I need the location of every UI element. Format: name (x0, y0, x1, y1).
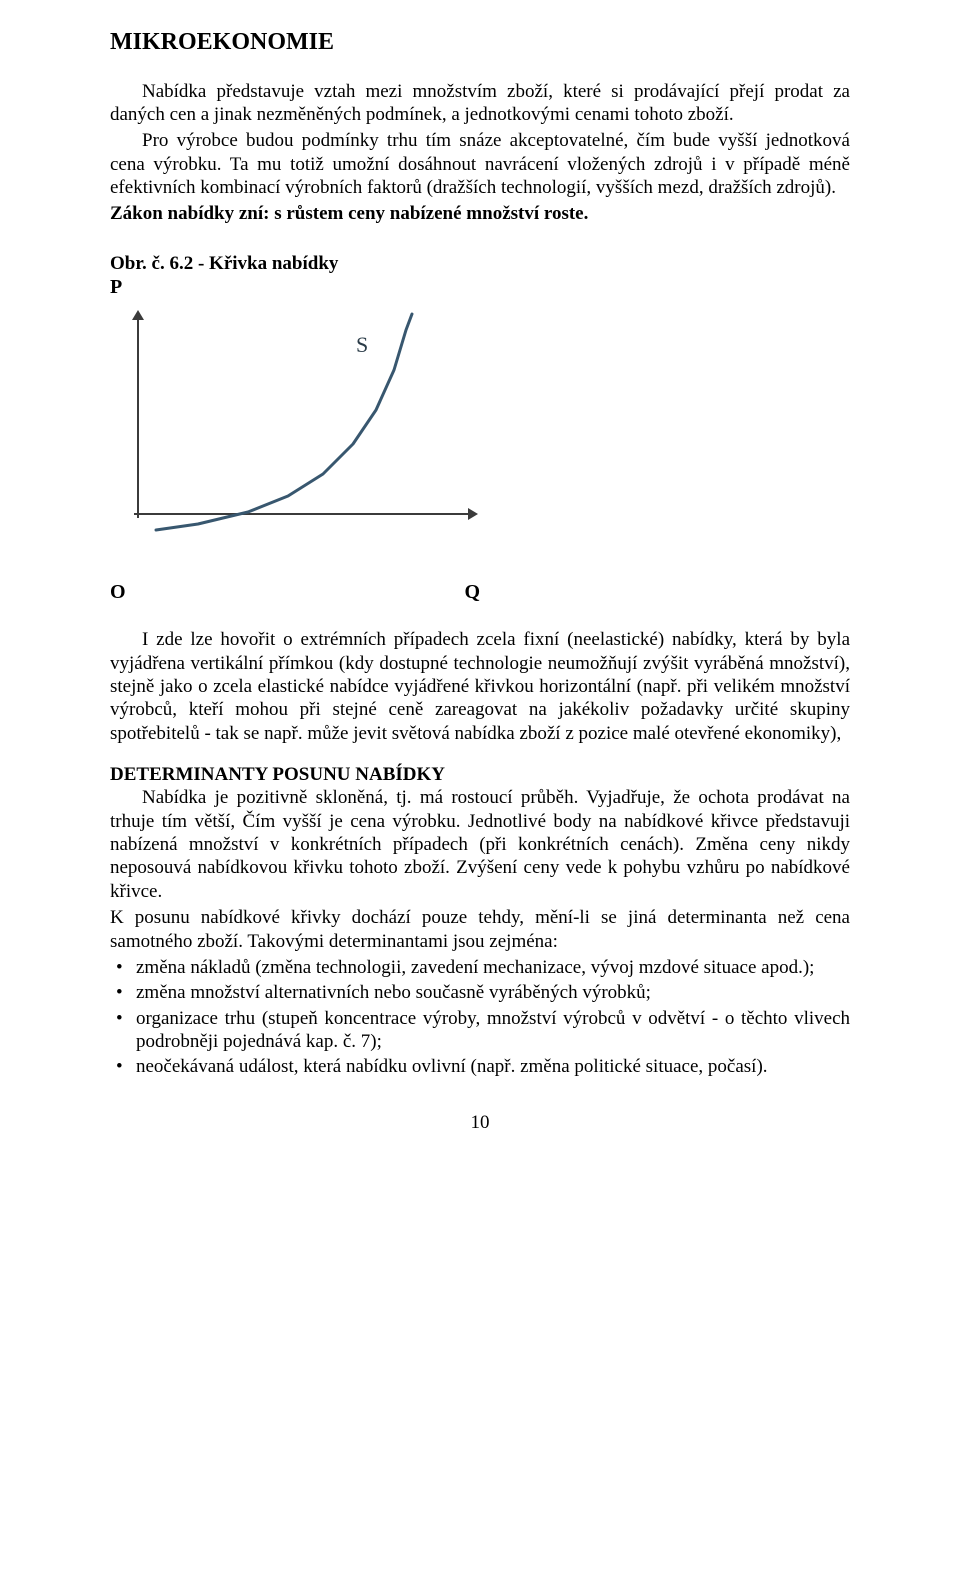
determinants-title: DETERMINANTY POSUNU NABÍDKY (110, 763, 850, 786)
list-item-text: změna nákladů (změna technologii, zavede… (136, 957, 814, 978)
determinants-paragraph-2: K posunu nabídkové křivky dochází pouze … (110, 906, 850, 953)
figure-caption: Obr. č. 6.2 - Křivka nabídky (110, 252, 850, 275)
intro-paragraph-1: Nabídka představuje vztah mezi množstvím… (110, 80, 850, 127)
supply-curve-svg: S (108, 302, 508, 562)
bullet-icon: • (116, 956, 123, 979)
list-item: • organizace trhu (stupeň koncentrace výr… (110, 1007, 850, 1054)
list-item: • změna nákladů (změna technologii, zaved… (110, 956, 850, 979)
axis-label-q: Q (464, 580, 480, 605)
bullet-icon: • (116, 1007, 123, 1030)
supply-law: Zákon nabídky zní: s růstem ceny nabízen… (110, 202, 850, 225)
axis-label-o: O (110, 580, 126, 605)
determinants-paragraph-1: Nabídka je pozitivně skloněná, tj. má ro… (110, 786, 850, 903)
axis-oq-row: O Q (110, 580, 510, 605)
page-number: 10 (110, 1111, 850, 1134)
body-paragraph-1: I zde lze hovořit o extrémních případech… (110, 628, 850, 745)
list-item: • změna množství alternativních nebo souč… (110, 981, 850, 1004)
supply-curve-chart: S (108, 302, 508, 572)
determinants-bullet-list: • změna nákladů (změna technologii, zaved… (110, 956, 850, 1079)
list-item-text: organizace trhu (stupeň koncentrace výro… (136, 1008, 850, 1052)
bullet-icon: • (116, 981, 123, 1004)
list-item-text: neočekávaná událost, která nabídku ovliv… (136, 1056, 768, 1077)
list-item: • neočekávaná událost, která nabídku ovli… (110, 1055, 850, 1078)
list-item-text: změna množství alternativních nebo souča… (136, 982, 651, 1003)
curve-label-s: S (356, 332, 368, 357)
bullet-icon: • (116, 1055, 123, 1078)
page-title: MIKROEKONOMIE (110, 28, 850, 58)
intro-paragraph-2: Pro výrobce budou podmínky trhu tím snáz… (110, 129, 850, 199)
axis-label-p: P (110, 275, 850, 300)
